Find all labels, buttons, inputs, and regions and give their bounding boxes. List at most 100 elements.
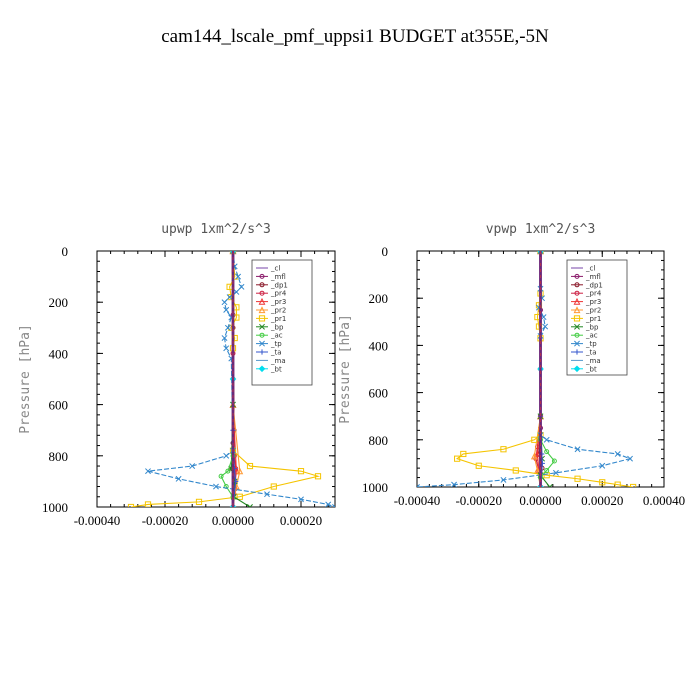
- y-axis-label: Pressure [hPa]: [18, 324, 33, 434]
- data-point-tp: [552, 469, 559, 476]
- series-line-pr1: [455, 251, 634, 487]
- legend-label: _tp: [270, 340, 282, 348]
- legend-marker: [259, 290, 265, 296]
- legend-label: _ta: [270, 349, 282, 357]
- legend-label: _mfl: [585, 273, 601, 281]
- data-point-tp: [224, 324, 231, 331]
- legend: _cl_mfl_dp1_pr4_pr3_pr2_pr1_bp_ac_tp_ta_…: [251, 259, 313, 386]
- legend-label: _dp1: [585, 281, 603, 289]
- legend-label: _bt: [585, 365, 597, 373]
- x-tick-label: 0.00000: [519, 493, 561, 508]
- legend-marker: [259, 340, 265, 347]
- legend-marker: [574, 290, 580, 296]
- legend-label: _pr1: [270, 315, 286, 323]
- legend-label: _ta: [585, 349, 597, 357]
- legend-label: _pr2: [585, 307, 601, 315]
- legend-label: _ac: [270, 332, 283, 340]
- data-point-pr1: [500, 446, 507, 453]
- legend-label: _bp: [585, 323, 599, 331]
- data-point-pr1: [512, 467, 519, 474]
- series-line-ac: [539, 251, 556, 478]
- legend-label: _pr4: [270, 290, 287, 298]
- legend-marker: [574, 340, 580, 347]
- legend-label: _tp: [585, 340, 597, 348]
- y-tick-label: 1000: [362, 480, 388, 495]
- legend-label: _pr1: [585, 315, 601, 323]
- x-tick-label: 0.00040: [643, 493, 685, 508]
- legend-label: _pr4: [585, 290, 602, 298]
- data-point-tp: [451, 481, 458, 487]
- series-group: [417, 251, 637, 487]
- data-point-pr1: [454, 455, 461, 462]
- data-point-tp: [542, 323, 549, 330]
- data-point-bp: [546, 484, 553, 487]
- data-point-pr1: [314, 473, 322, 480]
- data-point-pr1: [531, 436, 538, 443]
- data-point-tp: [145, 468, 151, 475]
- data-point-pr1: [297, 468, 305, 475]
- data-point-ac: [218, 473, 224, 479]
- data-point-tp: [614, 451, 621, 457]
- data-point-tp: [417, 484, 420, 487]
- data-point-pr1: [236, 493, 243, 500]
- legend-label: _ma: [270, 357, 286, 365]
- data-point-tp: [213, 483, 219, 490]
- data-point-tp: [574, 446, 581, 453]
- panel-title: upwp 1xm^2/s^3: [161, 222, 271, 237]
- data-point-tp: [500, 476, 507, 483]
- data-point-tp: [223, 345, 230, 352]
- data-point-pr1: [195, 498, 203, 505]
- data-point-tp: [332, 504, 335, 507]
- y-tick-label: 0: [62, 244, 69, 259]
- x-tick-label: -0.00040: [394, 493, 441, 508]
- data-point-tp: [223, 452, 230, 459]
- data-point-tp: [233, 289, 240, 295]
- x-tick-label: 0.00000: [212, 513, 254, 528]
- data-point-tp: [221, 299, 228, 306]
- legend-marker: [573, 306, 581, 314]
- data-point-pr1: [475, 462, 482, 469]
- legend-marker: [573, 365, 581, 373]
- y-axis-label: Pressure [hPa]: [338, 314, 353, 424]
- legend-label: _pr3: [585, 298, 601, 306]
- data-point-tp: [226, 294, 233, 301]
- x-tick-label: -0.00040: [74, 513, 121, 528]
- data-point-bp: [247, 504, 253, 507]
- legend-label: _ma: [585, 357, 601, 365]
- data-point-pr1: [144, 501, 152, 507]
- legend-marker: [258, 315, 266, 322]
- data-point-tp: [238, 283, 245, 290]
- data-point-pr2: [236, 467, 244, 475]
- upwp-panel: upwp 1xm^2/s^3 Pressure [hPa] 0 200 400 600 80…: [18, 222, 336, 528]
- legend-marker: [259, 273, 265, 279]
- data-point-tp: [264, 491, 270, 498]
- data-point-ac: [225, 468, 231, 474]
- legend-marker: [259, 349, 265, 355]
- y-tick-label: 400: [49, 346, 69, 361]
- legend-label: _cl: [270, 265, 280, 273]
- figure-title: cam144_lscale_pmf_uppsi1 BUDGET at355E,-…: [161, 26, 549, 47]
- y-tick-label: 200: [369, 291, 389, 306]
- data-point-pr1: [574, 475, 581, 482]
- y-tick-label: 0: [382, 244, 389, 259]
- data-point-pr1: [460, 450, 467, 458]
- data-point-tp: [189, 463, 196, 469]
- legend-label: _pr3: [270, 298, 286, 306]
- legend-label: _mfl: [270, 273, 286, 281]
- data-point-tp: [175, 475, 182, 482]
- data-point-pr1: [599, 479, 606, 486]
- data-point-tp: [298, 496, 304, 503]
- legend-label: _bp: [270, 323, 284, 331]
- vpwp-panel: vpwp 1xm^2/s^3 Pressure [hPa] 0 200 400 600 80…: [338, 222, 685, 508]
- y-tick-label: 800: [49, 449, 69, 464]
- x-tick-label: 0.00020: [581, 493, 623, 508]
- legend-marker: [574, 332, 580, 338]
- data-point-tp: [221, 335, 228, 341]
- legend-box: [251, 259, 313, 386]
- data-point-tp: [230, 251, 236, 254]
- data-point-pr2: [534, 466, 541, 474]
- legend: _cl_mfl_dp1_pr4_pr3_pr2_pr1_bp_ac_tp_ta_…: [566, 259, 628, 376]
- data-point-tp: [537, 251, 544, 254]
- data-point-pr1: [127, 503, 135, 507]
- data-point-pr3: [534, 450, 541, 458]
